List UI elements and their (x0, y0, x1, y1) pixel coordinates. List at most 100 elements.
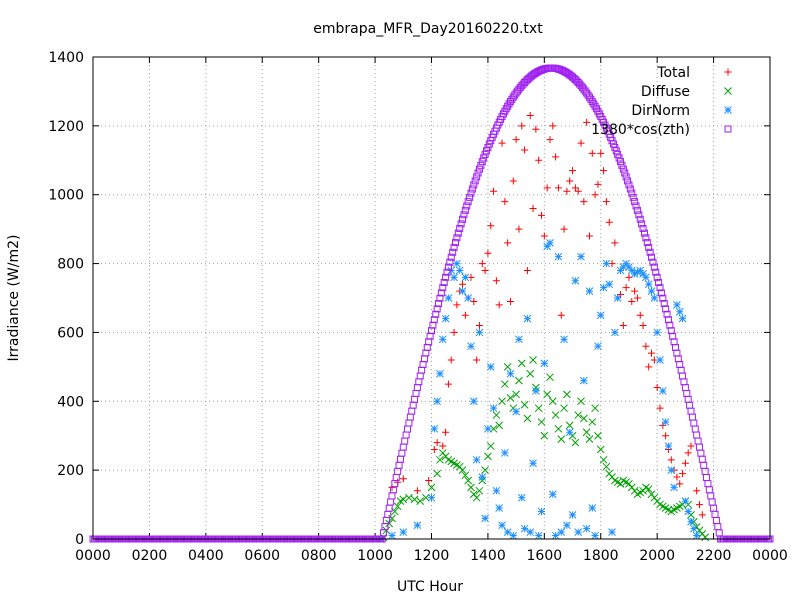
data-point (650, 294, 659, 302)
data-point (686, 401, 694, 409)
x-tick-label: 2200 (696, 548, 732, 564)
data-point (534, 531, 543, 540)
data-point (500, 449, 509, 457)
data-point (614, 150, 622, 158)
data-point (439, 442, 447, 450)
data-point (633, 268, 642, 277)
data-point (619, 165, 627, 173)
data-point (577, 139, 585, 147)
data-point (602, 259, 611, 268)
data-point (529, 459, 537, 468)
data-point (560, 404, 568, 413)
data-point (631, 287, 639, 295)
data-point (642, 342, 650, 350)
data-point (543, 184, 551, 192)
data-point (474, 169, 482, 177)
data-point (712, 517, 720, 525)
data-point (489, 424, 498, 433)
data-point (673, 473, 681, 481)
data-point (648, 253, 656, 261)
data-point (577, 252, 585, 261)
data-point (687, 517, 695, 526)
data-point (596, 311, 605, 320)
data-point (458, 466, 467, 474)
x-tick-label: 0600 (244, 548, 280, 564)
data-point (395, 461, 403, 469)
data-point (517, 493, 526, 502)
data-point (557, 528, 566, 536)
data-point (616, 158, 624, 166)
data-point (582, 524, 591, 533)
data-point (429, 321, 437, 329)
data-point (409, 401, 417, 409)
data-point (399, 443, 407, 451)
data-point (667, 456, 675, 464)
data-point (633, 206, 641, 214)
data-point (700, 461, 708, 469)
data-point (580, 198, 588, 206)
data-point (605, 280, 614, 289)
data-point (512, 136, 520, 144)
data-point (579, 376, 588, 385)
data-point (540, 431, 549, 440)
data-point (537, 418, 546, 426)
data-point (422, 349, 430, 357)
data-point (715, 529, 723, 537)
data-point (631, 198, 639, 206)
data-point (416, 497, 425, 505)
data-point (457, 220, 465, 228)
data-point (509, 531, 518, 540)
data-point (442, 273, 450, 281)
data-point (703, 474, 711, 482)
data-point (571, 438, 580, 447)
data-point (509, 177, 517, 185)
data-point (481, 466, 489, 474)
data-point (504, 239, 512, 247)
data-point (459, 280, 467, 288)
data-point (594, 342, 602, 351)
data-point (475, 165, 483, 173)
data-point (464, 294, 473, 302)
x-tick-label: 1400 (470, 548, 506, 564)
data-point (460, 211, 468, 219)
data-point (471, 177, 479, 185)
data-point (475, 328, 484, 337)
data-point (444, 380, 452, 388)
data-point (681, 459, 689, 467)
data-point (540, 232, 548, 240)
data-point (691, 425, 699, 433)
data-point (442, 428, 450, 436)
data-point (574, 528, 583, 536)
data-point (399, 475, 407, 483)
data-point (487, 222, 495, 230)
data-point (585, 287, 594, 295)
data-point (612, 147, 620, 155)
data-point (628, 189, 636, 197)
legend-label: Diffuse (641, 84, 690, 100)
x-tick-label: 1600 (527, 548, 563, 564)
data-point (591, 404, 599, 413)
x-tick-label: 2000 (639, 548, 675, 564)
data-point (680, 378, 688, 386)
data-point (481, 150, 489, 158)
data-point (399, 495, 408, 504)
series-2 (376, 239, 701, 543)
data-point (639, 322, 647, 330)
legend: Total Diffuse DirNorm 1380*cos(zth) (591, 65, 732, 138)
data-point (554, 424, 563, 433)
data-point (673, 349, 681, 357)
data-point (549, 122, 557, 130)
data-point (523, 266, 531, 274)
data-point (406, 413, 414, 421)
data-point (501, 198, 509, 206)
data-point (591, 191, 599, 199)
data-point (644, 485, 653, 493)
data-point (437, 289, 445, 297)
x-tick-label: 0200 (132, 548, 168, 564)
data-point (677, 366, 685, 374)
data-point (480, 154, 488, 162)
data-point (472, 493, 481, 502)
data-point (569, 167, 577, 175)
data-point (554, 252, 563, 261)
data-point (687, 442, 695, 450)
